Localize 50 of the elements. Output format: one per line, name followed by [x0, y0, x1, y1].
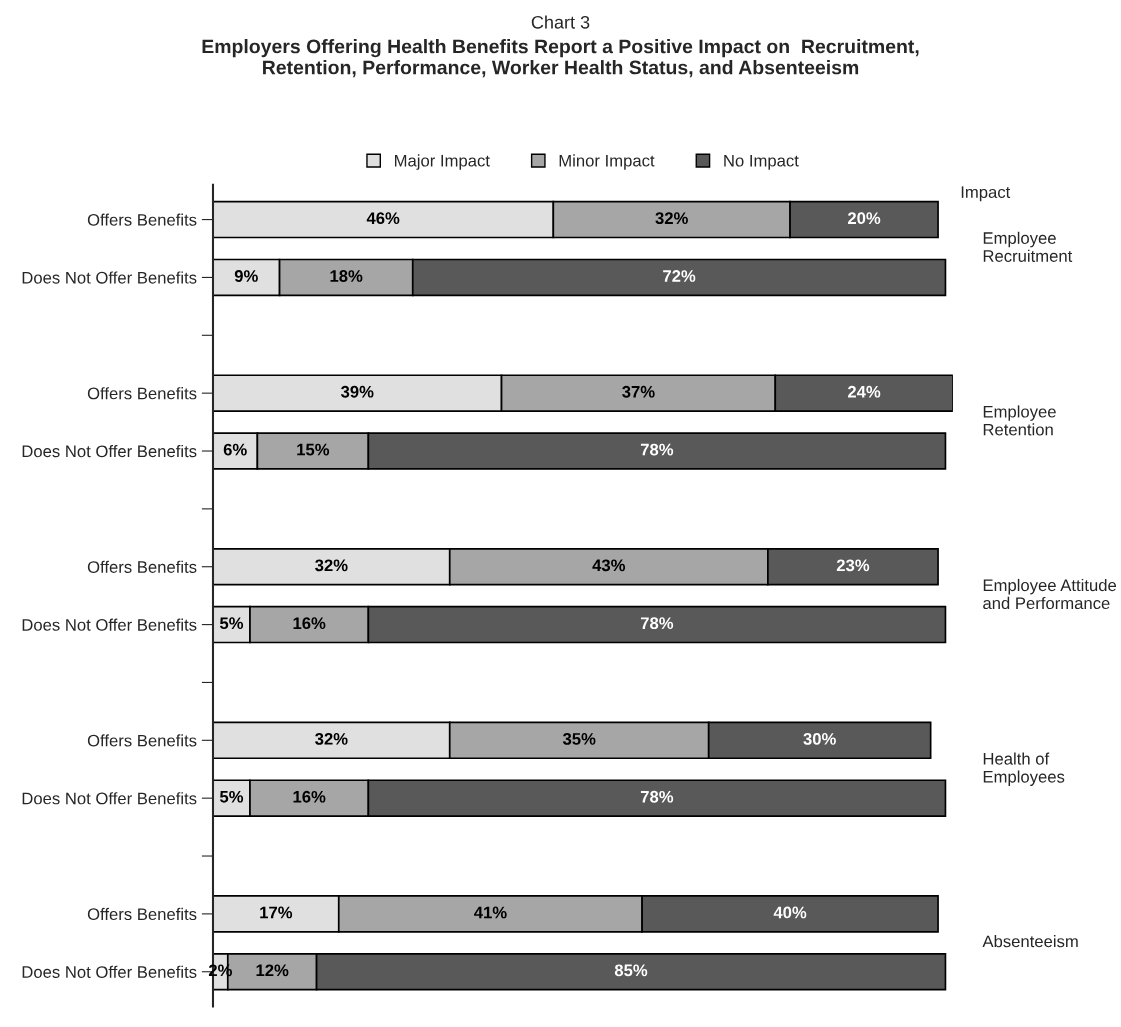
text: Health of Employees: [983, 752, 1065, 786]
legend-label: Major Impact: [395, 154, 490, 170]
data-label: 20%: [847, 212, 881, 225]
y-tick-label: Does Not Offer Benefits: [22, 618, 197, 631]
data-label: 78%: [640, 617, 674, 630]
legend-label: Minor Impact: [559, 154, 655, 170]
y-tick-label: Does Not Offer Benefits: [22, 965, 197, 978]
data-label: 72%: [663, 270, 696, 282]
text: Absenteeism: [982, 935, 1078, 948]
y-tick-label: Offers Benefits: [87, 387, 197, 400]
data-label: 78%: [640, 443, 674, 456]
data-label: 5%: [219, 790, 244, 803]
data-label: 17%: [260, 906, 293, 919]
y-tick-label: Does Not Offer Benefits: [22, 792, 197, 805]
data-label: 23%: [836, 559, 870, 572]
y-tick-label: Offers Benefits: [87, 213, 197, 226]
data-label: 18%: [330, 270, 363, 282]
y-tick-label: Does Not Offer Benefits: [22, 271, 197, 284]
data-label: 30%: [803, 732, 836, 745]
data-label: 40%: [773, 906, 807, 919]
y-tick-label: Does Not Offer Benefits: [22, 444, 197, 458]
data-label: 15%: [297, 443, 330, 456]
data-label: 43%: [592, 559, 626, 572]
data-label: 5%: [219, 617, 244, 630]
text: Impact: [961, 186, 1011, 202]
data-label: 85%: [614, 964, 648, 977]
data-label: 37%: [622, 385, 655, 398]
y-tick-label: Offers Benefits: [87, 560, 197, 573]
data-label: 12%: [256, 964, 289, 977]
data-label: 35%: [562, 732, 596, 745]
text: Employee Retention: [983, 405, 1056, 436]
legend-label: No Impact: [724, 154, 799, 170]
data-label: 32%: [315, 732, 348, 745]
y-tick-label: Offers Benefits: [87, 907, 197, 921]
data-label: 32%: [655, 212, 688, 225]
data-label: 9%: [234, 270, 258, 282]
data-label: 39%: [340, 385, 374, 398]
y-tick-label: Offers Benefits: [87, 734, 197, 747]
data-label: 16%: [293, 790, 326, 803]
data-label: 32%: [315, 559, 348, 572]
data-label: 16%: [293, 617, 326, 630]
data-label: 46%: [366, 212, 400, 225]
text: Employee Attitude and Performance: [983, 578, 1117, 610]
data-label: 78%: [640, 790, 674, 803]
data-label: 41%: [474, 906, 507, 919]
chart-subtitle: Employers Offering Health Benefits Report a Positive Impact on Recruitment, Retention, Performance, Worker Health Status, and Absenteeism: [202, 39, 919, 78]
data-label: 6%: [223, 443, 247, 456]
chart-title: Chart 3: [531, 15, 590, 29]
data-label: 24%: [847, 385, 881, 398]
text: Employee Recruitment: [983, 231, 1073, 262]
